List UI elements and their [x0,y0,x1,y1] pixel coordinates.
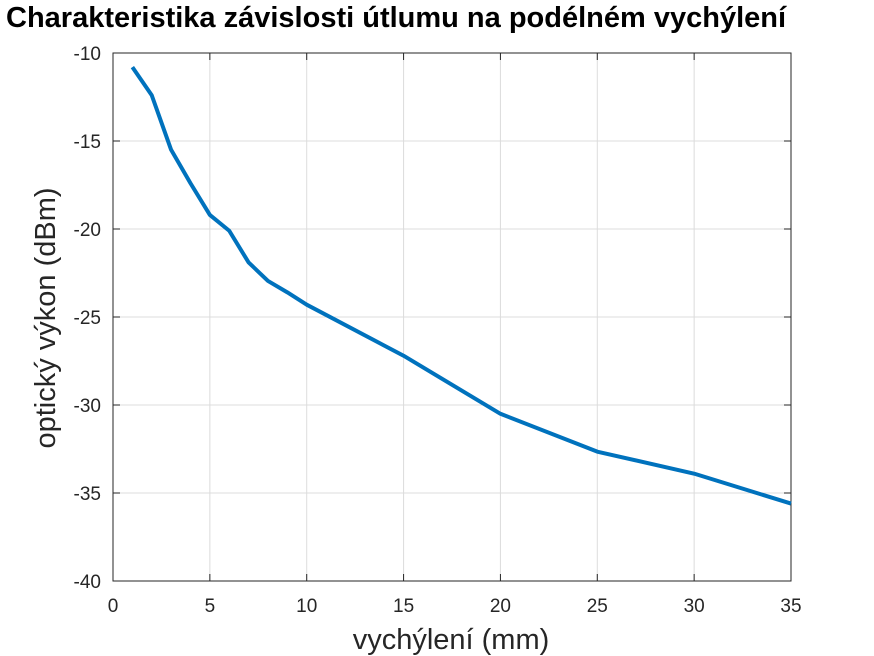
y-tick-label: -20 [74,220,101,241]
y-tick-label: -10 [74,44,101,65]
chart-title: Charakteristika závislosti útlumu na pod… [6,2,787,34]
x-tick-label: 10 [296,596,317,617]
x-tick-label: 0 [108,596,119,617]
y-tick-label: -30 [74,396,101,417]
x-axis-label: vychýlení (mm) [353,624,550,656]
x-tick-label: 20 [490,596,511,617]
x-tick-label: 5 [205,596,216,617]
y-tick-label: -25 [74,308,101,329]
x-tick-label: 25 [587,596,608,617]
y-tick-label: -35 [74,484,101,505]
x-tick-label: 35 [780,596,801,617]
axis-ticks: 0 5 10 15 20 25 30 35 -10 -15 -20 -25 -30 -35 -40 [74,44,802,617]
y-tick-label: -40 [74,572,101,593]
y-axis-label: optický výkon (dBm) [30,187,62,448]
grid [113,53,791,581]
y-tick-label: -15 [74,132,101,153]
x-tick-label: 30 [684,596,705,617]
x-tick-label: 15 [393,596,414,617]
series-line [130,65,792,506]
series-group [130,65,792,506]
